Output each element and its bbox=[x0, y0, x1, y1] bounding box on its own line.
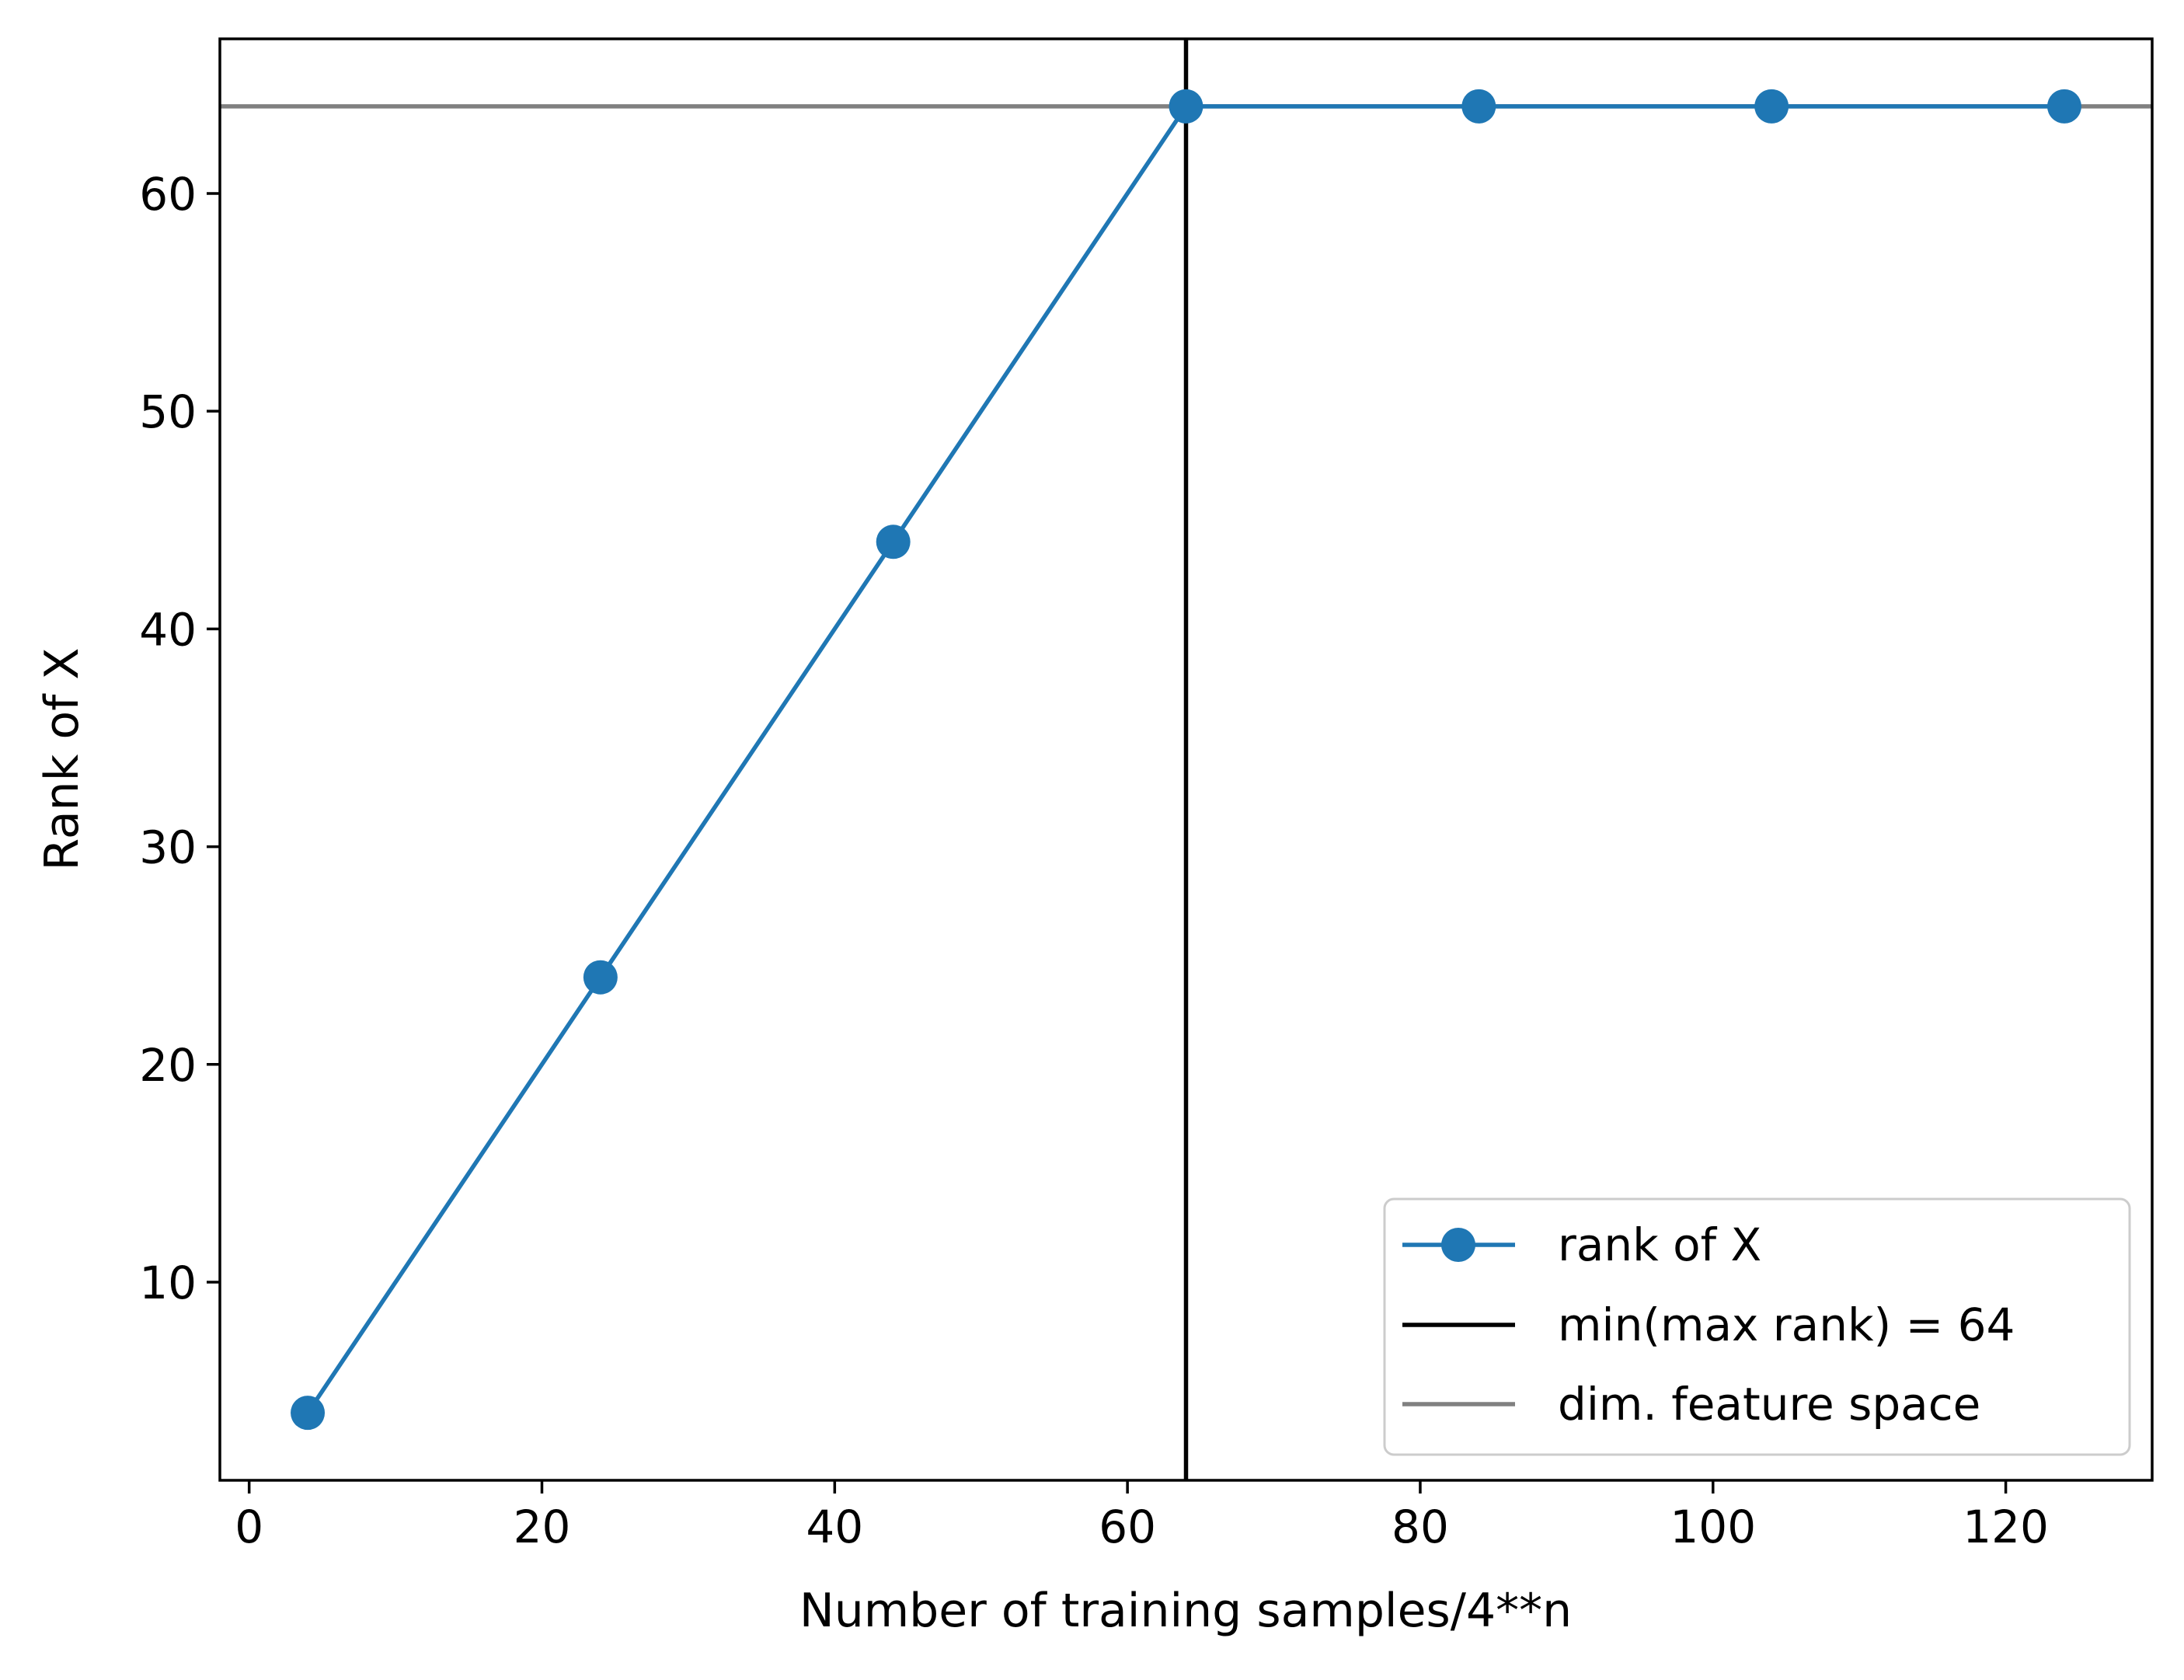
axes-layer: 0 20 40 60 80 100 120 10 20 30 40 50 60 bbox=[139, 37, 2154, 1553]
data-point bbox=[1754, 89, 1789, 124]
y-tick-label: 50 bbox=[139, 385, 197, 438]
legend-label: min(max rank) = 64 bbox=[1558, 1298, 2015, 1351]
y-tick-label: 60 bbox=[139, 168, 197, 221]
x-tick-label: 60 bbox=[1099, 1500, 1156, 1553]
data-layer bbox=[220, 39, 2152, 1480]
data-point bbox=[876, 525, 911, 559]
y-tick-label: 20 bbox=[139, 1039, 197, 1092]
x-tick-label: 80 bbox=[1392, 1500, 1449, 1553]
x-tick-label: 100 bbox=[1670, 1500, 1756, 1553]
legend-label: rank of X bbox=[1558, 1218, 1761, 1271]
legend-marker bbox=[1441, 1228, 1475, 1262]
data-point bbox=[583, 960, 618, 995]
legend-label: dim. feature space bbox=[1558, 1378, 1980, 1431]
data-point bbox=[1169, 89, 1203, 124]
legend: rank of X min(max rank) = 64 dim. feature … bbox=[1383, 1197, 2131, 1456]
legend-box bbox=[1383, 1197, 2131, 1456]
y-tick-label: 10 bbox=[139, 1257, 197, 1309]
y-tick-label: 30 bbox=[139, 821, 197, 874]
x-axis-label: Number of training samples/4**n bbox=[799, 1584, 1572, 1638]
y-tick-label: 40 bbox=[139, 603, 197, 656]
data-point bbox=[291, 1396, 326, 1431]
axes-frame bbox=[218, 37, 2154, 1482]
x-tick-label: 40 bbox=[806, 1500, 863, 1553]
x-tick-label: 120 bbox=[1963, 1500, 2049, 1553]
y-axis-label: Rank of X bbox=[35, 648, 89, 871]
x-tick-label: 0 bbox=[235, 1500, 263, 1553]
x-tick-label: 20 bbox=[514, 1500, 571, 1553]
data-point bbox=[1461, 89, 1496, 124]
data-point bbox=[2046, 89, 2081, 124]
